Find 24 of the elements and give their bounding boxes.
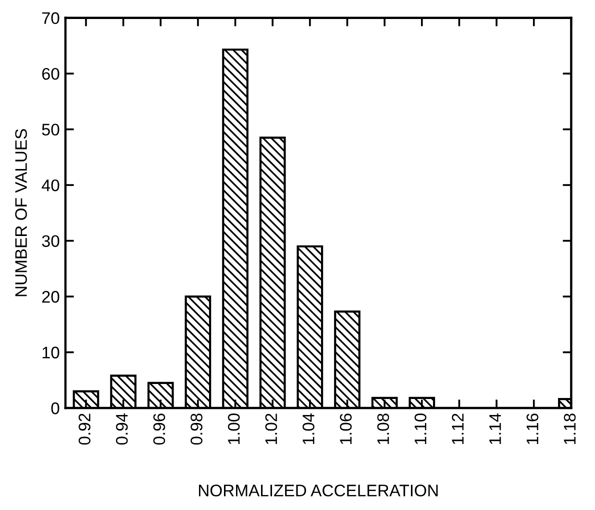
x-tick-label: 1.06 — [340, 414, 352, 444]
y-tick-label: 30 — [42, 235, 60, 247]
x-tick-label: 1.00 — [228, 414, 240, 444]
x-tick-label: 1.10 — [414, 414, 426, 444]
x-tick-label: 1.12 — [452, 414, 464, 444]
x-tick-label: 0.96 — [153, 414, 166, 445]
y-axis-title: NUMBER OF VALUES — [15, 129, 27, 296]
x-tick-label: 1.04 — [302, 413, 314, 444]
x-tick-label: 1.16 — [526, 414, 538, 444]
y-tick-label: 0 — [51, 402, 60, 414]
y-tick-label: 20 — [42, 290, 60, 303]
y-tick-label: 40 — [42, 179, 60, 192]
x-axis-title: NORMALIZED ACCELERATION — [198, 484, 438, 496]
y-tick-label: 10 — [42, 346, 60, 358]
x-tick-label: 0.92 — [78, 414, 90, 445]
x-tick-label: 1.18 — [564, 414, 576, 444]
x-tick-label: 0.98 — [190, 414, 202, 445]
x-tick-label: 1.02 — [265, 414, 278, 444]
y-tick-label: 50 — [42, 124, 60, 136]
x-tick-label: 1.14 — [489, 413, 501, 444]
x-tick-label: 1.08 — [377, 414, 390, 444]
x-tick-label: 0.94 — [116, 413, 128, 445]
y-tick-label: 70 — [42, 12, 60, 24]
y-tick-label: 60 — [42, 68, 60, 80]
